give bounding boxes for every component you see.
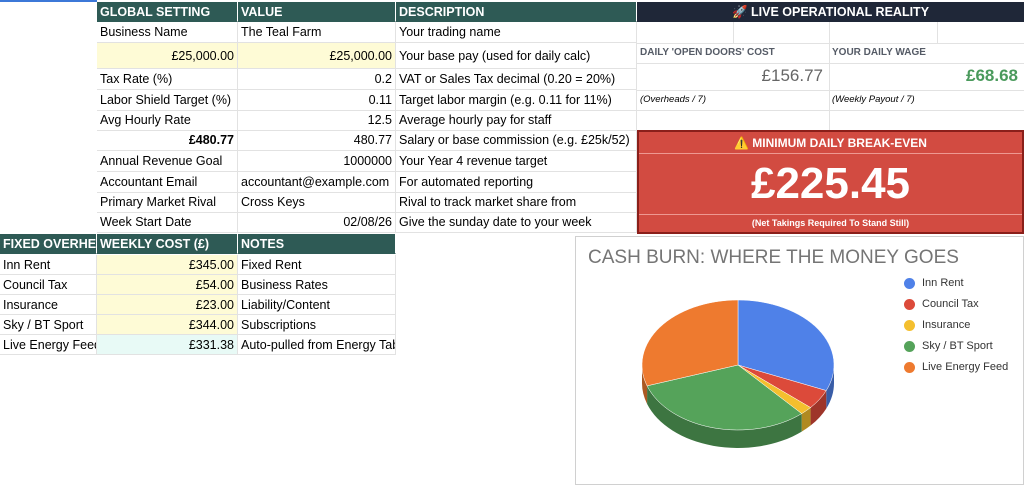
setting-label: Accountant Email <box>97 172 238 193</box>
header-global-setting[interactable]: GLOBAL SETTING <box>97 2 238 22</box>
dash-divider <box>637 63 1024 64</box>
header-value[interactable]: VALUE <box>238 2 396 22</box>
overhead-cost[interactable]: £331.38 <box>97 335 238 355</box>
legend-swatch <box>904 299 915 310</box>
chart-legend: Inn Rent Council Tax Insurance Sky / BT Spo… <box>902 273 1008 378</box>
setting-label: Week Start Date <box>97 212 238 233</box>
cash-burn-chart[interactable]: CASH BURN: WHERE THE MONEY GOES Inn Rent… <box>575 236 1024 485</box>
setting-value[interactable]: 480.77 <box>238 130 396 151</box>
dash-divider <box>937 22 938 44</box>
chart-title: CASH BURN: WHERE THE MONEY GOES <box>588 247 959 268</box>
setting-computed-value[interactable]: £480.77 <box>97 130 238 151</box>
setting-description: Give the sunday date to your week <box>396 212 637 233</box>
setting-label: Avg Hourly Rate <box>97 110 238 131</box>
selection-indicator <box>0 0 97 2</box>
setting-value[interactable]: 12.5 <box>238 110 396 131</box>
overhead-cost[interactable]: £54.00 <box>97 275 238 295</box>
header-description[interactable]: DESCRIPTION <box>396 2 637 22</box>
daily-wage-note: (Weekly Payout / 7) <box>832 94 915 105</box>
setting-label: Business Name <box>97 22 238 43</box>
pie-chart <box>641 299 835 448</box>
overhead-note: Subscriptions <box>238 315 396 335</box>
setting-value[interactable]: Cross Keys <box>238 192 396 213</box>
overhead-item: Inn Rent <box>0 255 97 275</box>
pie-side-4 <box>642 365 648 404</box>
legend-label: Council Tax <box>922 298 979 310</box>
setting-value[interactable]: 0.11 <box>238 90 396 111</box>
open-doors-value[interactable]: £156.77 <box>761 66 823 85</box>
setting-label: Primary Market Rival <box>97 192 238 213</box>
legend-item: Insurance <box>902 315 1008 336</box>
overhead-note: Liability/Content <box>238 295 396 315</box>
header-weekly-cost[interactable]: WEEKLY COST (£) <box>97 234 238 254</box>
legend-item: Inn Rent <box>902 273 1008 294</box>
overhead-cost[interactable]: £23.00 <box>97 295 238 315</box>
daily-wage-label: YOUR DAILY WAGE <box>832 47 926 58</box>
daily-wage-value[interactable]: £68.68 <box>966 66 1018 85</box>
dash-divider <box>733 22 734 44</box>
overhead-cost[interactable]: £345.00 <box>97 255 238 275</box>
setting-value[interactable]: 1000000 <box>238 151 396 172</box>
setting-description: VAT or Sales Tax decimal (0.20 = 20%) <box>396 69 637 90</box>
header-fixed-overheads[interactable]: FIXED OVERHEADS <box>0 234 97 254</box>
setting-value[interactable]: 02/08/26 <box>238 212 396 233</box>
setting-value[interactable]: The Teal Farm <box>238 22 396 43</box>
setting-label: Tax Rate (%) <box>97 69 238 90</box>
setting-description: Your trading name <box>396 22 637 43</box>
setting-value[interactable]: accountant@example.com <box>238 172 396 193</box>
pie-side-3 <box>647 385 802 448</box>
pie-slice-inn-rent[interactable] <box>737 299 835 391</box>
setting-computed-value[interactable]: £25,000.00 <box>97 43 238 69</box>
overhead-note: Auto-pulled from Energy Tab <box>238 335 396 355</box>
legend-swatch <box>904 278 915 289</box>
open-doors-note: (Overheads / 7) <box>640 94 706 105</box>
live-operational-reality-title: 🚀 LIVE OPERATIONAL REALITY <box>637 2 1024 22</box>
open-doors-label: DAILY 'OPEN DOORS' COST <box>640 47 775 58</box>
overhead-note: Business Rates <box>238 275 396 295</box>
legend-item: Live Energy Feed <box>902 357 1008 378</box>
pie-side-1 <box>810 390 827 426</box>
setting-value[interactable]: £25,000.00 <box>238 43 396 69</box>
pie-slice-sky-bt-sport[interactable] <box>646 364 803 431</box>
setting-description: Rival to track market share from <box>396 192 637 213</box>
legend-item: Sky / BT Sport <box>902 336 1008 357</box>
legend-swatch <box>904 362 915 373</box>
breakeven-title: ⚠️ MINIMUM DAILY BREAK-EVEN <box>639 134 1022 154</box>
legend-swatch <box>904 341 915 352</box>
setting-description: Average hourly pay for staff <box>396 110 637 131</box>
legend-item: Council Tax <box>902 294 1008 315</box>
overhead-item: Sky / BT Sport <box>0 315 97 335</box>
overhead-note: Fixed Rent <box>238 255 396 275</box>
header-notes[interactable]: NOTES <box>238 234 396 254</box>
setting-description: Your Year 4 revenue target <box>396 151 637 172</box>
setting-value[interactable]: 0.2 <box>238 69 396 90</box>
pie-side-2 <box>801 407 811 432</box>
overhead-item: Live Energy Feed <box>0 335 97 355</box>
pie-side-0 <box>826 365 834 409</box>
dash-divider <box>829 22 830 130</box>
dash-divider <box>637 43 1024 44</box>
setting-description: Your base pay (used for daily calc) <box>396 43 637 69</box>
overhead-cost[interactable]: £344.00 <box>97 315 238 335</box>
pie-slice-live-energy-feed[interactable] <box>641 299 739 387</box>
setting-description: Salary or base commission (e.g. £25k/52) <box>396 130 637 151</box>
legend-label: Live Energy Feed <box>922 361 1009 373</box>
breakeven-panel: ⚠️ MINIMUM DAILY BREAK-EVEN £225.45 (Net… <box>637 130 1024 234</box>
dash-divider <box>637 110 1024 111</box>
overhead-item: Insurance <box>0 295 97 315</box>
breakeven-note: (Net Takings Required To Stand Still) <box>639 214 1022 231</box>
legend-label: Insurance <box>922 319 971 331</box>
legend-label: Sky / BT Sport <box>922 340 993 352</box>
setting-description: For automated reporting <box>396 172 637 193</box>
breakeven-value[interactable]: £225.45 <box>750 159 911 208</box>
setting-label: Annual Revenue Goal <box>97 151 238 172</box>
legend-label: Inn Rent <box>922 277 964 289</box>
setting-label: Labor Shield Target (%) <box>97 90 238 111</box>
legend-swatch <box>904 320 915 331</box>
overhead-item: Council Tax <box>0 275 97 295</box>
setting-description: Target labor margin (e.g. 0.11 for 11%) <box>396 90 637 111</box>
dash-divider <box>637 90 1024 91</box>
